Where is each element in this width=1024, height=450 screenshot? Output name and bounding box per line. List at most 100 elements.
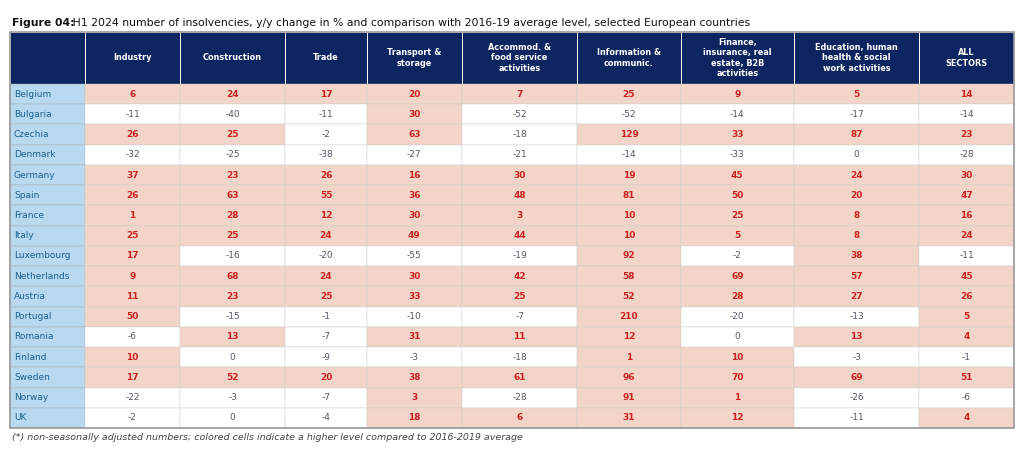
Bar xyxy=(10,286,85,306)
Text: 52: 52 xyxy=(623,292,635,301)
Text: Portugal: Portugal xyxy=(14,312,51,321)
Bar xyxy=(10,185,85,205)
Bar xyxy=(681,266,795,286)
Text: Figure 04:: Figure 04: xyxy=(12,18,75,28)
Text: -9: -9 xyxy=(322,353,331,362)
Text: -7: -7 xyxy=(322,393,331,402)
Bar xyxy=(578,84,681,104)
Text: 11: 11 xyxy=(513,333,525,342)
Text: 25: 25 xyxy=(731,211,743,220)
Text: UK: UK xyxy=(14,414,27,423)
Text: 33: 33 xyxy=(731,130,743,139)
Text: -18: -18 xyxy=(512,130,527,139)
Bar xyxy=(681,387,795,408)
Bar xyxy=(462,367,578,387)
Bar xyxy=(180,367,286,387)
Text: -20: -20 xyxy=(730,312,744,321)
Bar xyxy=(180,205,286,225)
Text: Netherlands: Netherlands xyxy=(14,272,70,281)
Bar xyxy=(919,327,1014,347)
Bar xyxy=(795,327,919,347)
Text: 18: 18 xyxy=(408,414,421,423)
Text: -33: -33 xyxy=(730,150,744,159)
Bar xyxy=(367,387,462,408)
Text: 1: 1 xyxy=(734,393,740,402)
Bar xyxy=(286,84,367,104)
Text: 6: 6 xyxy=(129,90,135,99)
Text: 16: 16 xyxy=(961,211,973,220)
Text: 92: 92 xyxy=(623,252,635,261)
Bar xyxy=(85,367,180,387)
Bar xyxy=(578,327,681,347)
Text: 23: 23 xyxy=(226,171,239,180)
Bar xyxy=(795,246,919,266)
Bar xyxy=(367,205,462,225)
Bar xyxy=(85,225,180,246)
Text: 42: 42 xyxy=(513,272,526,281)
Bar xyxy=(367,408,462,428)
Bar xyxy=(795,84,919,104)
Text: 68: 68 xyxy=(226,272,239,281)
Bar xyxy=(10,225,85,246)
Text: 26: 26 xyxy=(319,171,332,180)
Text: France: France xyxy=(14,211,44,220)
Bar xyxy=(10,84,85,104)
Bar xyxy=(681,286,795,306)
Bar xyxy=(681,84,795,104)
Bar xyxy=(367,32,462,84)
Bar xyxy=(919,32,1014,84)
Text: 30: 30 xyxy=(409,110,421,119)
Text: Denmark: Denmark xyxy=(14,150,55,159)
Text: -40: -40 xyxy=(225,110,240,119)
Bar xyxy=(795,32,919,84)
Text: Education, human
health & social
work activities: Education, human health & social work ac… xyxy=(815,43,898,73)
Bar xyxy=(10,306,85,327)
Bar xyxy=(795,225,919,246)
Bar xyxy=(795,125,919,145)
Bar xyxy=(919,367,1014,387)
Text: 26: 26 xyxy=(961,292,973,301)
Text: -3: -3 xyxy=(228,393,238,402)
Bar xyxy=(578,205,681,225)
Text: 47: 47 xyxy=(961,191,973,200)
Bar xyxy=(10,145,85,165)
Bar xyxy=(10,165,85,185)
Text: 30: 30 xyxy=(513,171,525,180)
Text: 3: 3 xyxy=(516,211,522,220)
Bar xyxy=(286,367,367,387)
Bar xyxy=(681,367,795,387)
Text: 13: 13 xyxy=(226,333,239,342)
Text: 38: 38 xyxy=(408,373,421,382)
Bar xyxy=(286,125,367,145)
Bar xyxy=(286,286,367,306)
Text: Finland: Finland xyxy=(14,353,46,362)
Text: 91: 91 xyxy=(623,393,635,402)
Bar xyxy=(286,387,367,408)
Text: Luxembourg: Luxembourg xyxy=(14,252,71,261)
Text: 33: 33 xyxy=(408,292,421,301)
Text: -1: -1 xyxy=(322,312,331,321)
Bar xyxy=(367,225,462,246)
Bar xyxy=(180,246,286,266)
Bar xyxy=(367,84,462,104)
Text: -7: -7 xyxy=(515,312,524,321)
Text: 4: 4 xyxy=(964,333,970,342)
Bar xyxy=(578,367,681,387)
Text: 210: 210 xyxy=(620,312,638,321)
Text: -22: -22 xyxy=(125,393,139,402)
Text: 8: 8 xyxy=(853,211,860,220)
Text: 20: 20 xyxy=(409,90,421,99)
Text: 10: 10 xyxy=(126,353,138,362)
Bar xyxy=(85,84,180,104)
Text: Italy: Italy xyxy=(14,231,34,240)
Bar xyxy=(681,246,795,266)
Text: 63: 63 xyxy=(226,191,239,200)
Bar xyxy=(367,347,462,367)
Text: 27: 27 xyxy=(850,292,863,301)
Text: 57: 57 xyxy=(850,272,863,281)
Bar xyxy=(85,246,180,266)
Text: -38: -38 xyxy=(318,150,334,159)
Text: -28: -28 xyxy=(512,393,527,402)
Bar xyxy=(180,165,286,185)
Text: 31: 31 xyxy=(623,414,635,423)
